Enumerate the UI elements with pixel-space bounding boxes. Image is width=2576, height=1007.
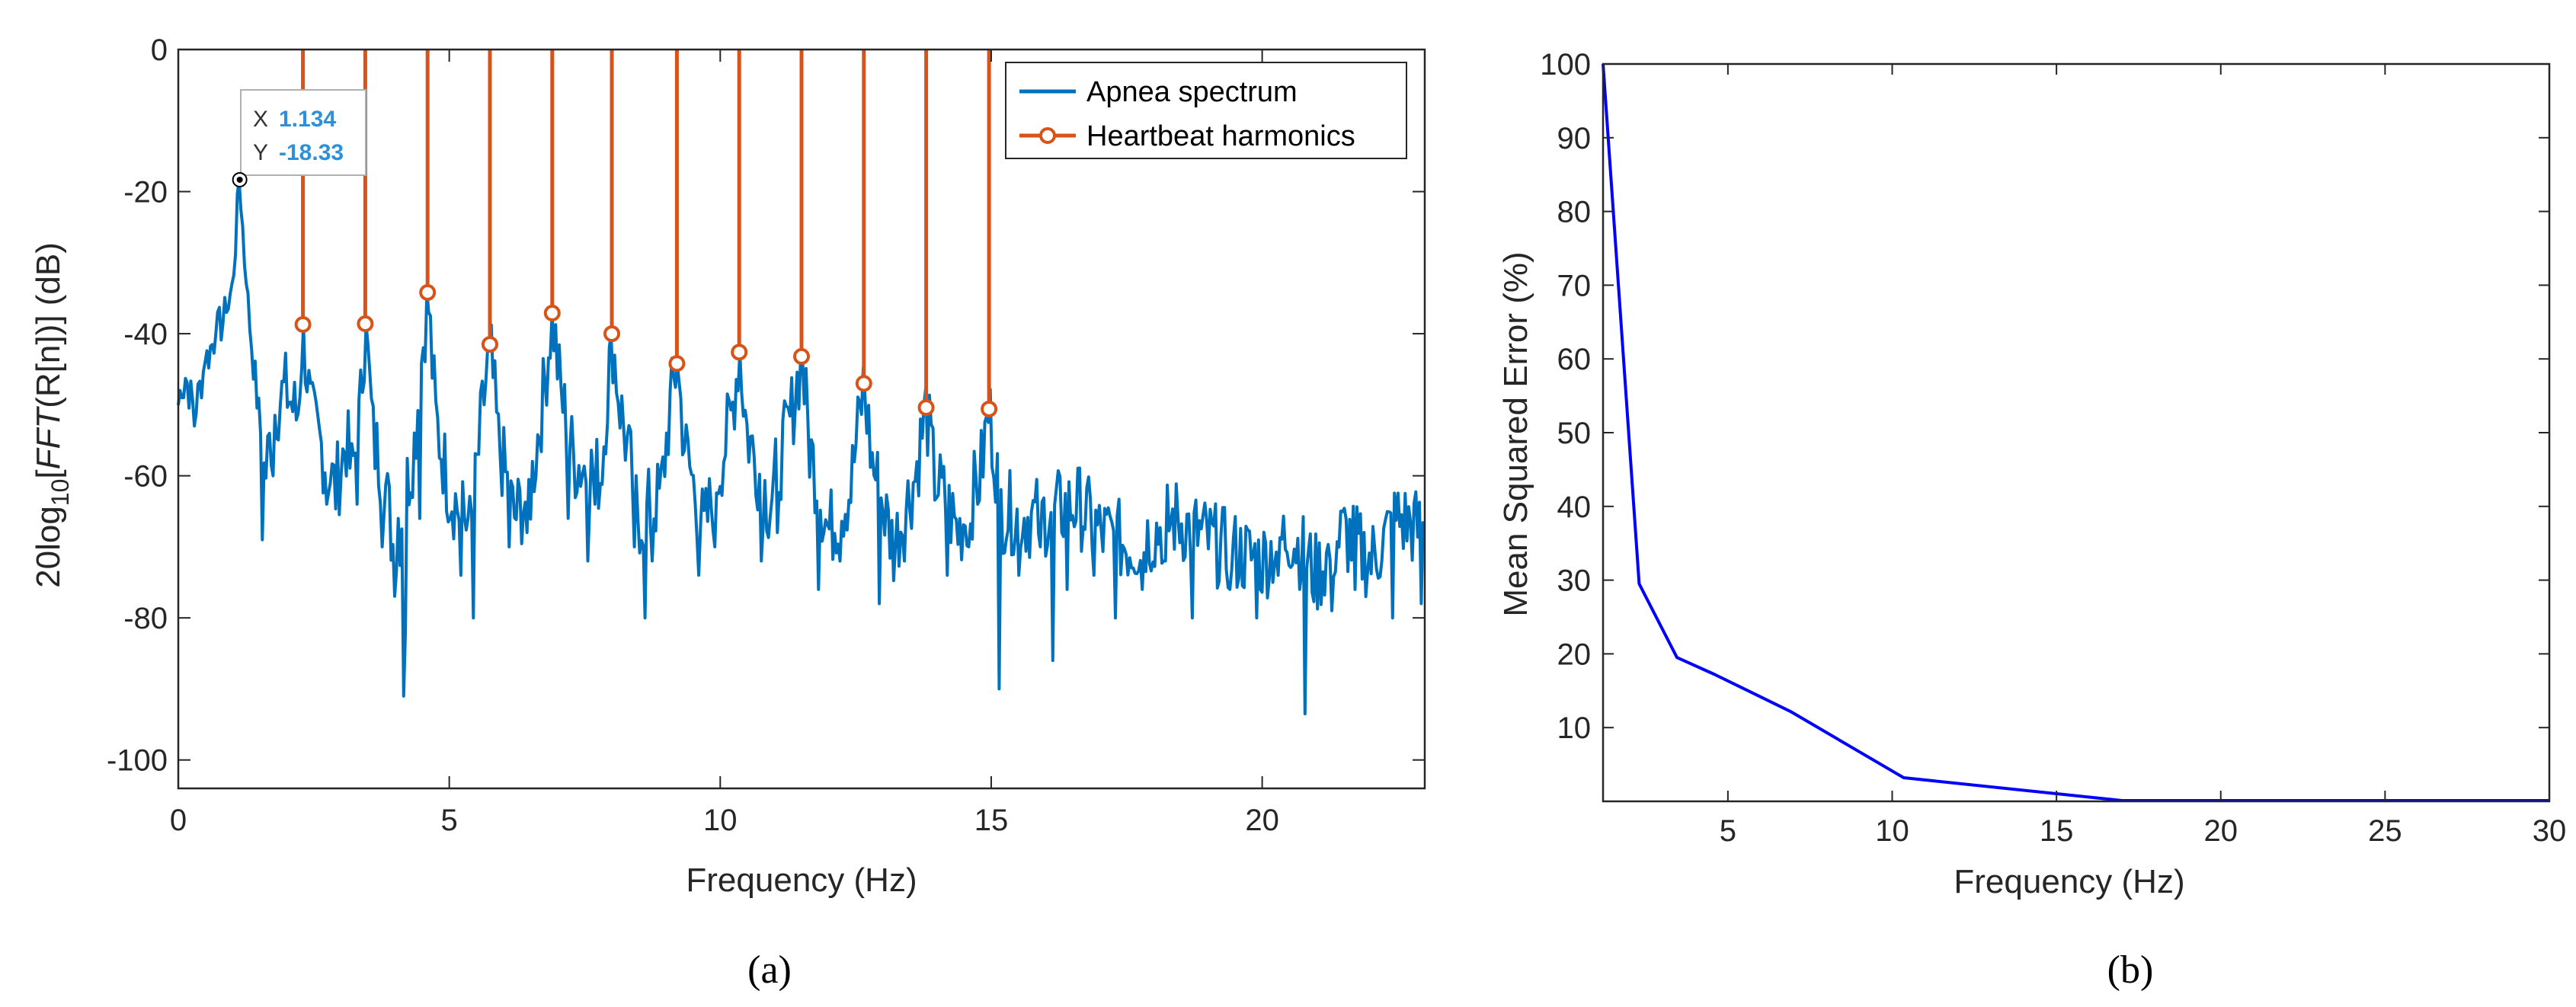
datatip-x-label: X [253,107,268,132]
axis-a-xlabel: Frequency (Hz) [686,862,917,899]
harmonic-marker [482,336,498,353]
x-tick-label: 10 [703,804,738,837]
harmonic-marker [294,315,312,333]
legend-apnea-label: Apnea spectrum [1086,76,1298,108]
harmonic-marker [668,355,686,372]
harmonic-marker [855,375,872,392]
x-tick-label: 15 [974,804,1009,837]
plot-a-frame [177,48,1426,790]
x-tick-label: 15 [2040,814,2074,848]
x-tick-label: 30 [2533,814,2567,848]
y-tick-label: 50 [1557,417,1592,450]
y-tick-label: 100 [1540,48,1591,82]
harmonic-marker [981,400,998,417]
y-tick-label: 20 [1557,638,1592,671]
y-tick-label: -80 [123,602,168,635]
harmonic-marker [731,344,748,361]
harmonic-marker [543,305,561,322]
harmonic-marker [603,325,621,343]
harmonic-marker [917,399,935,417]
mse-line [1602,63,2549,802]
y-tick-label: 80 [1557,196,1592,229]
x-tick-label: 5 [1720,814,1736,848]
panel-a: 0 5 10 15 20 0 -20 -40 -60 -80 -100 Frequency (Hz)… [30,34,1426,992]
y-tick-label: 10 [1557,711,1592,745]
x-tick-label: 25 [2368,814,2402,848]
legend-harmonics-label: Heartbeat harmonics [1086,120,1355,152]
y-tick-label: -20 [123,176,168,209]
legend-a-box [1005,62,1407,159]
y-tick-label: 90 [1557,122,1592,155]
axis-b-ylabel: Mean Squared Error (%) [1497,251,1534,616]
x-tick-label: 0 [170,804,187,837]
y-tick-label: -60 [123,460,168,494]
datatip-y-label: Y [253,140,268,165]
caption-b: (b) [2107,948,2154,992]
x-tick-label: 10 [1875,814,1909,848]
datatip[interactable]: X 1.134 Y -18.33 [232,89,366,187]
x-tick-label: 5 [441,804,458,837]
datatip-dot [236,176,243,183]
panel-b: 5 10 15 20 25 30 10 20 30 40 50 60 70 80 90 100 Frequen… [1497,48,2566,992]
y-tick-label: 70 [1557,269,1592,302]
y-tick-label: -40 [123,318,168,351]
plot-b-background [1603,64,2549,801]
harmonic-marker [419,283,437,301]
y-tick-label: 60 [1557,343,1592,376]
legend-harmonics-marker [1039,127,1056,144]
y-tick-label: 30 [1557,564,1592,598]
legend-a: Apnea spectrum Heartbeat harmonics [1005,62,1407,159]
y-tick-label: 0 [151,34,168,67]
datatip-x-value: 1.134 [279,107,336,132]
x-tick-label: 20 [1245,804,1279,837]
harmonic-marker [357,315,374,333]
x-tick-label: 20 [2204,814,2238,848]
y-tick-label: 40 [1557,491,1592,524]
y-tick-label: -100 [107,744,168,778]
axis-b-xlabel: Frequency (Hz) [1954,863,2184,900]
harmonic-marker [793,347,810,365]
caption-a: (a) [747,948,792,992]
datatip-box [240,89,366,176]
datatip-y-value: -18.33 [279,140,344,165]
axis-a-ylabel: 20log10[FFT(R[n])] (dB) [30,242,74,588]
